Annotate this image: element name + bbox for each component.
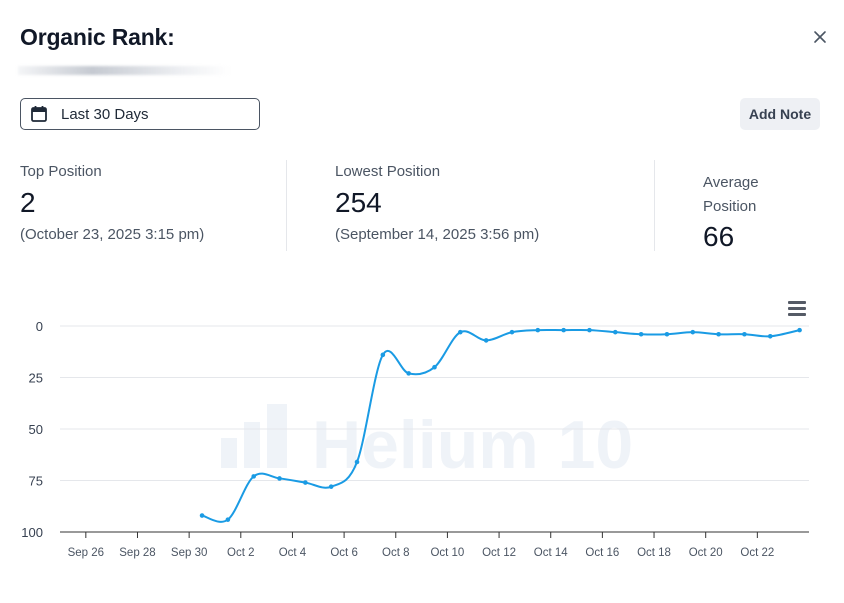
data-point[interactable] [380,352,386,358]
x-tick-label: Oct 4 [279,547,307,559]
x-tick-label: Oct 8 [382,547,409,559]
data-point[interactable] [483,338,489,343]
stat-divider [286,160,287,251]
date-range-label: Last 30 Days [61,105,149,123]
y-tick-label: 50 [29,422,43,437]
lowest-position-stat: Lowest Position 254 (September 14, 2025 … [335,163,539,243]
data-point[interactable] [432,364,437,370]
y-tick-label: 0 [36,319,43,334]
data-point[interactable] [612,329,618,335]
x-tick-label: Oct 6 [330,547,357,559]
page-title: Organic Rank: [20,24,175,50]
x-tick-label: Sep 26 [68,547,104,559]
x-tick-label: Oct 12 [482,547,516,559]
average-position-stat: Average Position 66 [703,171,813,253]
x-tick-label: Sep 28 [119,547,155,559]
data-point[interactable] [767,334,773,339]
data-point[interactable] [561,327,566,333]
data-point[interactable] [277,476,282,481]
y-tick-label: 100 [21,525,43,540]
average-position-label-line1: Average [703,174,759,191]
data-point[interactable] [225,517,231,522]
average-position-label-line2: Position [703,198,757,215]
lowest-position-date: (September 14, 2025 3:56 pm) [335,226,540,243]
data-point[interactable] [742,331,747,337]
data-point[interactable] [509,329,515,335]
data-point[interactable] [328,484,334,489]
x-tick-label: Oct 2 [227,547,254,559]
y-tick-label: 75 [29,474,43,489]
product-name-redacted [18,66,230,75]
rank-line-chart: Helium 10 0 25 50 75 100 Sep 26 Sep 28 Sep 30 O… [21,319,809,559]
data-point[interactable] [406,371,411,376]
close-icon[interactable] [809,26,831,48]
add-note-button[interactable]: Add Note [740,98,820,130]
top-position-date: (October 23, 2025 3:15 pm) [20,226,205,243]
data-point[interactable] [199,513,205,518]
chart-menu-icon[interactable] [788,301,806,317]
data-point[interactable] [303,480,308,485]
data-point[interactable] [716,331,721,337]
x-tick-label: Oct 20 [689,547,723,559]
data-point[interactable] [458,329,463,335]
x-tick-label: Oct 22 [740,547,774,559]
data-point[interactable] [354,459,360,465]
x-tick-label: Sep 30 [171,547,207,559]
x-tick-label: Oct 16 [585,547,619,559]
data-point[interactable] [251,474,257,479]
top-position-stat: Top Position 2 (October 23, 2025 3:15 pm… [20,163,204,243]
lowest-position-label: Lowest Position [335,163,441,180]
calendar-icon [31,106,47,122]
x-tick-label: Oct 10 [430,547,464,559]
data-point[interactable] [690,329,696,335]
data-point[interactable] [638,331,644,337]
stat-divider [654,160,655,251]
x-tick-label: Oct 18 [637,547,671,559]
y-tick-label: 25 [29,371,43,386]
data-point[interactable] [535,327,541,333]
date-range-button[interactable]: Last 30 Days [20,98,260,130]
helium10-watermark: Helium 10 [221,404,633,483]
data-point[interactable] [587,327,592,333]
data-point[interactable] [797,327,802,333]
data-point[interactable] [664,331,670,337]
top-position-label: Top Position [20,163,102,180]
x-tick-label: Oct 14 [534,547,568,559]
top-position-value: 2 [20,187,36,218]
watermark-text: Helium 10 [312,407,633,483]
lowest-position-value: 254 [335,187,382,218]
average-position-value: 66 [703,221,735,252]
